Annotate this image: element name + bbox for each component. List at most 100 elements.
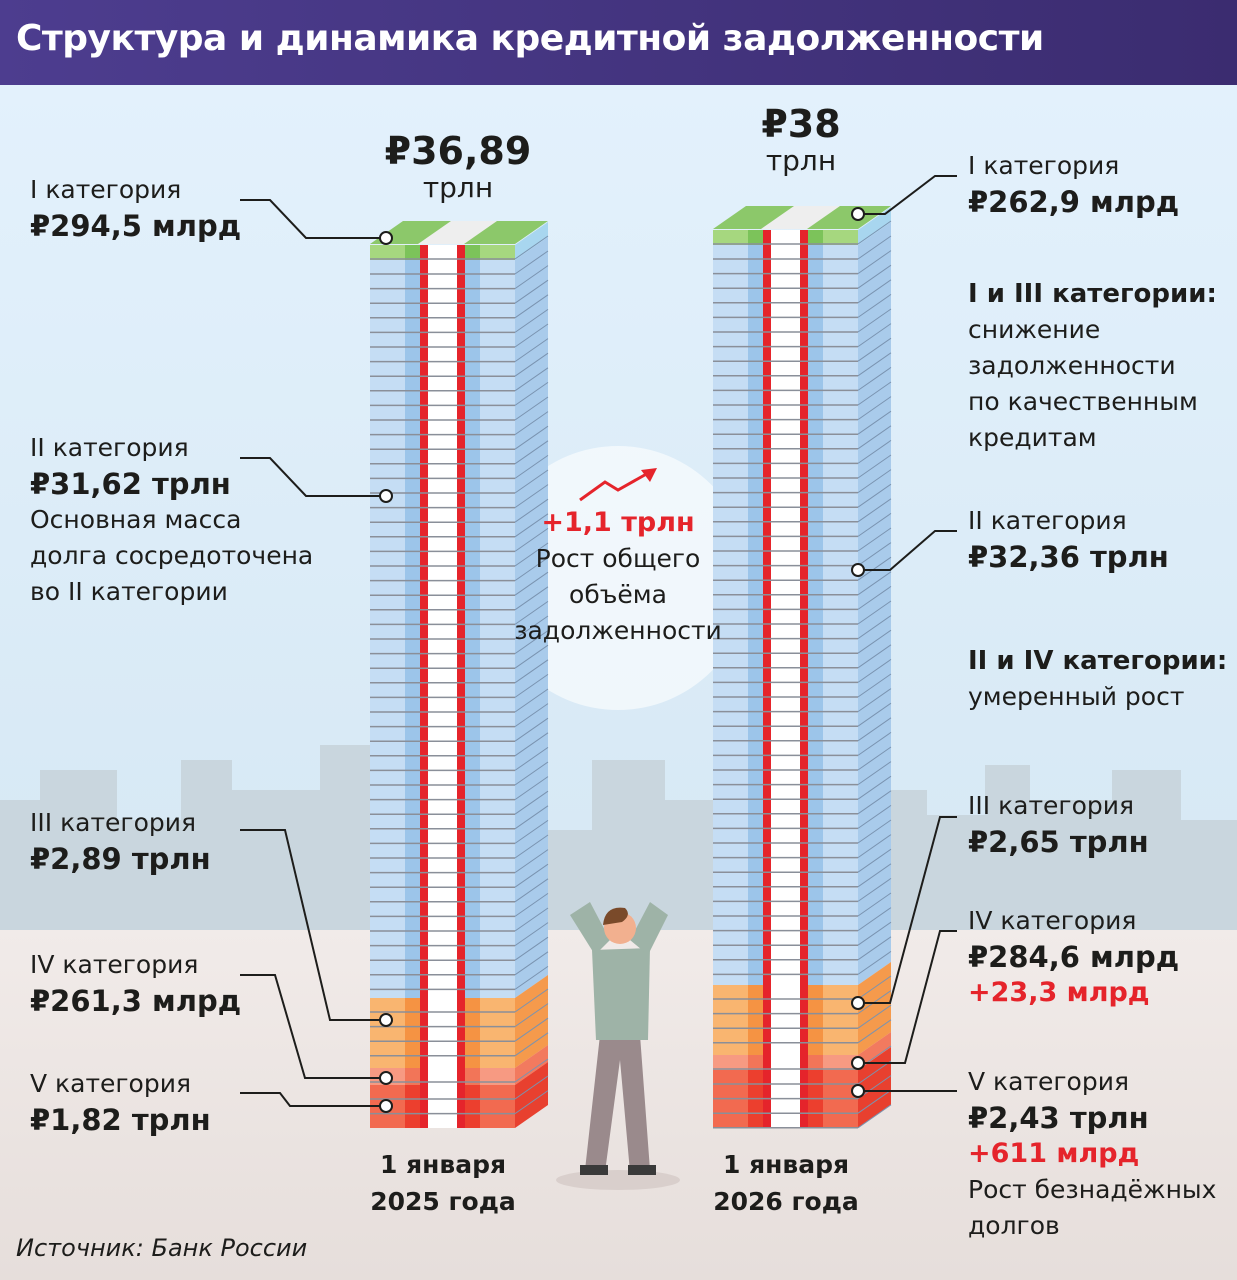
slab-line xyxy=(514,849,549,874)
note-line: Основная масса xyxy=(30,505,242,534)
slab-line xyxy=(857,819,892,844)
front-face-strip xyxy=(763,985,771,1055)
slab-line xyxy=(514,936,549,961)
front-face-strip xyxy=(480,245,515,260)
slab-line xyxy=(514,805,549,830)
front-face-strip xyxy=(771,1055,800,1070)
slab-line xyxy=(514,235,549,260)
front-face-strip xyxy=(420,260,428,998)
date-2026: 1 января 2026 года xyxy=(686,1146,886,1220)
slab-line xyxy=(514,951,549,976)
label-right-cat4: IV категория ₽284,6 млрд +23,3 млрд xyxy=(968,903,1179,1011)
note-heading: I и III категории: xyxy=(968,279,1217,309)
slab-line xyxy=(514,1058,549,1083)
note-heading: II и IV категории: xyxy=(968,646,1228,676)
slab-line xyxy=(514,542,549,567)
front-face-strip xyxy=(370,998,405,1068)
front-face-strip xyxy=(428,998,457,1068)
building xyxy=(117,820,181,930)
connector-dot xyxy=(379,231,393,245)
connector-dot xyxy=(379,1099,393,1113)
stack-band xyxy=(418,221,497,244)
front-face-strip xyxy=(713,230,748,245)
front-face-strip xyxy=(480,260,515,998)
stack-2026 xyxy=(713,206,892,1129)
connector-dot xyxy=(379,1013,393,1027)
slab-line xyxy=(514,323,549,348)
front-face-strip xyxy=(370,245,405,260)
slab-line xyxy=(514,308,549,333)
front-face-strip xyxy=(420,1068,428,1085)
connector-dot xyxy=(851,996,865,1010)
slab-line xyxy=(857,308,892,333)
slab-line xyxy=(514,892,549,917)
note-line: во II категории xyxy=(30,577,228,606)
segment-category-II xyxy=(713,222,892,985)
slab-line xyxy=(857,790,892,815)
label-left-cat4: IV категория ₽261,3 млрд xyxy=(30,947,241,1019)
label-right-cat5: V категория ₽2,43 трлн +611 млрд Рост бе… xyxy=(968,1064,1216,1244)
slab-line xyxy=(857,877,892,902)
total-unit: трлн xyxy=(765,144,837,177)
slab-line xyxy=(857,688,892,713)
slab-line xyxy=(514,396,549,421)
slab-line xyxy=(857,600,892,625)
front-face-strip xyxy=(808,230,823,245)
label-right-cat2: II категория ₽32,36 трлн xyxy=(968,503,1169,575)
side-face xyxy=(515,222,548,260)
front-face-strip xyxy=(370,260,405,998)
label-right-cat3: III категория ₽2,65 трлн xyxy=(968,788,1149,860)
connector-dot xyxy=(379,1071,393,1085)
slab-line xyxy=(857,1019,892,1044)
front-face-strip xyxy=(457,1068,465,1085)
slab-line xyxy=(857,220,892,245)
category-name: IV категория xyxy=(968,906,1137,935)
total-value: ₽38 xyxy=(761,102,841,146)
category-value: ₽2,89 трлн xyxy=(30,842,211,876)
building xyxy=(927,815,985,930)
building xyxy=(232,790,320,930)
front-face-strip xyxy=(808,1055,823,1070)
segment-category-III xyxy=(370,975,549,1068)
slab-line xyxy=(514,819,549,844)
slab-line xyxy=(514,834,549,859)
category-value: ₽31,62 трлн xyxy=(30,467,231,501)
slab-line xyxy=(857,337,892,362)
front-face-strip xyxy=(800,1055,808,1070)
slab-line xyxy=(514,352,549,377)
slab-line xyxy=(857,512,892,537)
slab-line xyxy=(857,381,892,406)
side-face xyxy=(858,962,891,1055)
slab-line xyxy=(857,673,892,698)
segment-category-I xyxy=(370,222,549,260)
slab-line xyxy=(857,921,892,946)
connector-dot xyxy=(851,1056,865,1070)
category-name: IV категория xyxy=(30,950,199,979)
slab-line xyxy=(857,235,892,260)
stack-2025 xyxy=(370,221,549,1128)
category-value: ₽2,43 трлн xyxy=(968,1101,1149,1135)
slab-line xyxy=(857,396,892,421)
front-face-strip xyxy=(428,260,457,998)
slab-line xyxy=(514,338,549,363)
slab-line xyxy=(857,629,892,654)
slab-line xyxy=(514,381,549,406)
slab-line xyxy=(514,659,549,684)
slab-line xyxy=(514,469,549,494)
slab-line xyxy=(857,571,892,596)
front-face-strip xyxy=(480,1085,515,1128)
front-face-strip xyxy=(748,1055,763,1070)
date-line: 2026 года xyxy=(713,1187,859,1216)
side-face xyxy=(515,1062,548,1128)
front-face-strip xyxy=(480,1068,515,1085)
category-value: ₽2,65 трлн xyxy=(968,825,1149,859)
center-circle xyxy=(486,446,750,710)
slab-line xyxy=(514,644,549,669)
label-left-cat5: V категория ₽1,82 трлн xyxy=(30,1066,211,1138)
category-name: V категория xyxy=(30,1069,191,1098)
slab-line xyxy=(514,454,549,479)
note-line: снижение xyxy=(968,315,1101,344)
front-face-strip xyxy=(405,998,420,1068)
slab-line xyxy=(514,586,549,611)
front-face-strip xyxy=(748,985,763,1055)
